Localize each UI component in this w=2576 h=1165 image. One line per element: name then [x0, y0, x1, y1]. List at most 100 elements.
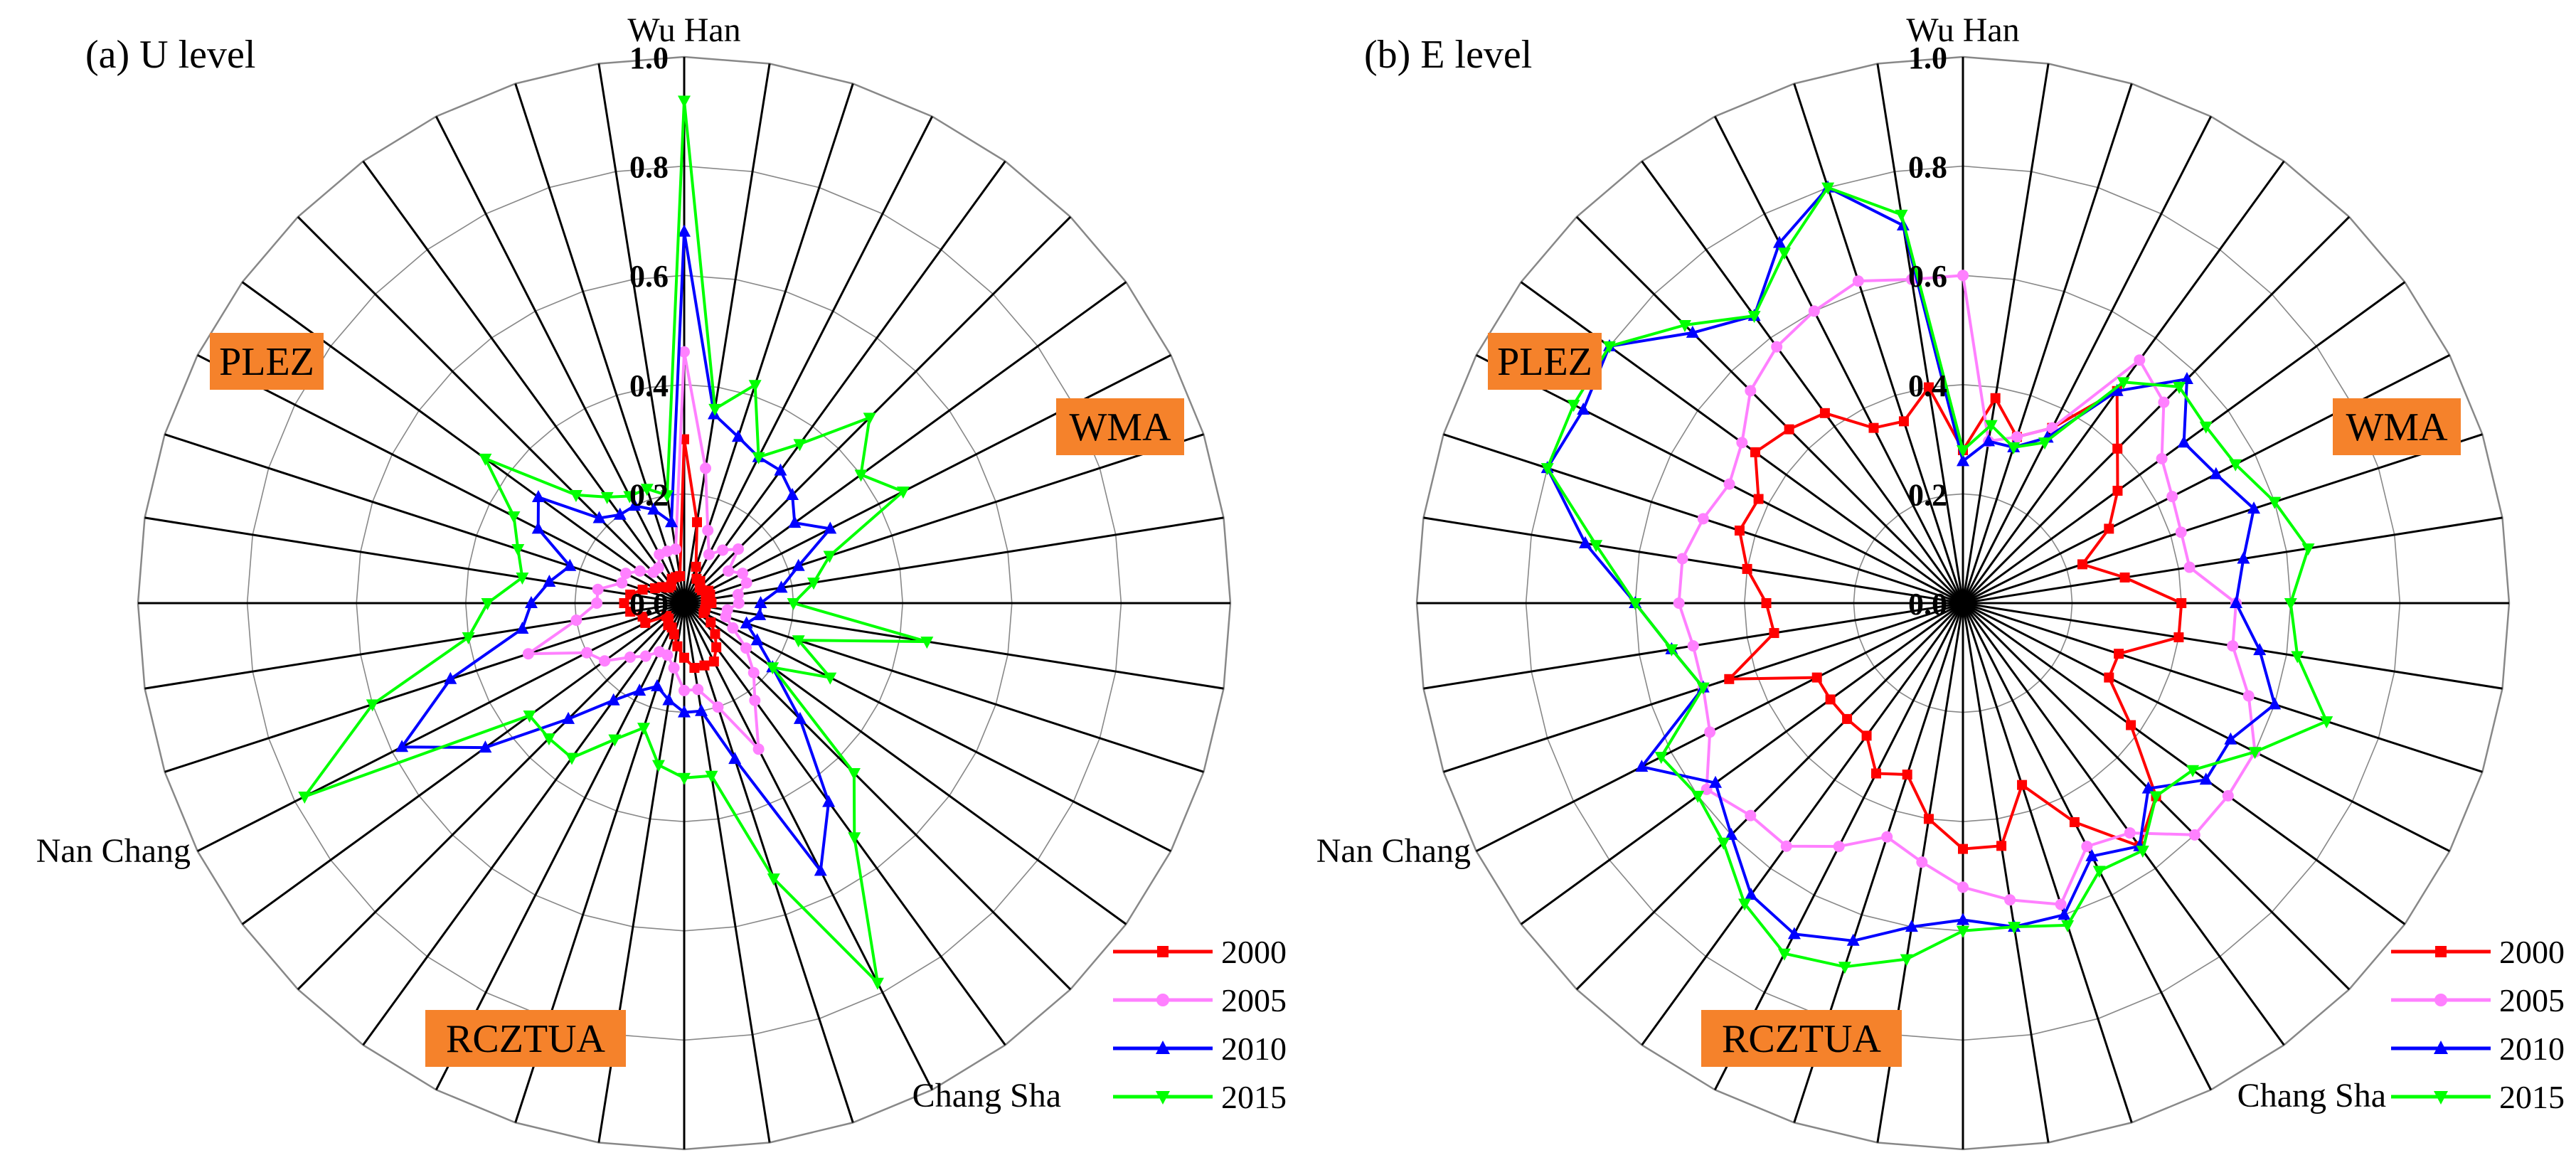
data-point-2005: [2242, 690, 2255, 702]
data-point-2000: [2104, 672, 2114, 683]
axis-spoke: [683, 602, 1204, 773]
axis-spoke: [1962, 602, 2050, 1143]
data-point-2015: [2229, 459, 2242, 472]
data-point-2010: [754, 596, 767, 608]
region-badge: PLEZ: [210, 333, 324, 390]
data-point-2015: [1678, 319, 1691, 332]
axis-spoke: [435, 602, 686, 1090]
data-point-2000: [2126, 720, 2136, 730]
data-point-2010: [479, 740, 492, 753]
data-point-2010: [2268, 697, 2282, 710]
data-point-2000: [2017, 780, 2028, 790]
data-point-2010: [2224, 732, 2237, 745]
data-point-2015: [1738, 898, 1752, 911]
data-point-2005: [591, 597, 603, 609]
data-point-2010: [531, 521, 545, 534]
data-point-2015: [2291, 651, 2304, 664]
data-point-2015: [608, 734, 622, 747]
legend-marker: [1156, 1091, 1170, 1105]
axis-spoke: [683, 433, 1204, 605]
data-point-2005: [733, 543, 745, 555]
data-point-2005: [752, 743, 765, 755]
data-point-2000: [2112, 486, 2123, 496]
data-point-2005: [2227, 640, 2239, 652]
data-point-2010: [1579, 536, 1592, 548]
axis-spoke: [1962, 116, 2213, 604]
data-point-2010: [563, 558, 577, 571]
tick-label: 0.4: [1908, 368, 1947, 403]
data-point-2005: [1745, 809, 1757, 821]
legend-label: 2005: [2499, 982, 2565, 1018]
data-point-2015: [523, 710, 536, 723]
legend-label: 2015: [2499, 1079, 2565, 1115]
data-point-2015: [1590, 540, 1603, 553]
region-badge: WMA: [2333, 398, 2461, 455]
axis-spoke: [1962, 602, 2406, 925]
data-point-2010: [531, 490, 545, 503]
axis-spoke: [683, 602, 1006, 1046]
data-point-2015: [2007, 442, 2021, 454]
data-point-2005: [700, 462, 712, 474]
legend-label: 2000: [2499, 934, 2565, 970]
axis-spoke: [297, 216, 686, 605]
axis-spoke: [1962, 353, 2450, 605]
data-point-2005: [669, 543, 681, 555]
data-point-2010: [2180, 372, 2193, 385]
data-point-2005: [634, 565, 646, 577]
data-point-2015: [569, 489, 582, 502]
region-badge-bg: [425, 1010, 626, 1067]
data-point-2010: [792, 558, 805, 571]
tick-label: 1.0: [629, 41, 669, 75]
data-point-2005: [639, 650, 651, 662]
data-point-2015: [2199, 421, 2213, 434]
data-point-2000: [1990, 393, 2001, 403]
data-point-2005: [2011, 431, 2023, 443]
data-point-2005: [1957, 270, 1969, 282]
region-label: WMA: [1069, 405, 1171, 449]
data-point-2015: [481, 598, 494, 610]
data-point-2015: [542, 733, 555, 746]
data-point-2015: [2149, 791, 2163, 804]
data-point-2005: [581, 647, 593, 659]
data-point-2015: [854, 469, 868, 482]
data-point-2010: [628, 499, 642, 511]
data-point-2010: [524, 596, 538, 608]
axis-spoke: [683, 602, 1127, 925]
data-point-2015: [511, 544, 525, 557]
axis-spoke: [435, 116, 686, 604]
data-point-2005: [712, 701, 724, 713]
axis-spoke: [362, 160, 686, 604]
data-point-2010: [1635, 760, 1649, 772]
data-point-2005: [2175, 526, 2187, 538]
city-label: Chang Sha: [2237, 1077, 2386, 1115]
data-point-2005: [1916, 856, 1928, 868]
data-point-2015: [1747, 311, 1761, 324]
axis-spoke: [1423, 516, 1964, 605]
data-point-2000: [1750, 447, 1760, 457]
data-point-2015: [1540, 463, 1554, 476]
data-point-2005: [1852, 275, 1864, 287]
data-point-2010: [753, 607, 767, 620]
data-point-2015: [1821, 182, 1835, 195]
data-point-2015: [807, 578, 821, 590]
data-point-2015: [1895, 209, 1908, 222]
axis-spoke: [241, 602, 685, 925]
data-point-2015: [2173, 381, 2186, 394]
data-point-2005: [592, 583, 604, 595]
data-point-2015: [848, 832, 861, 845]
series-group: [298, 95, 934, 990]
data-point-2010: [516, 622, 529, 634]
data-point-2005: [2188, 829, 2200, 841]
axis-spoke: [1962, 433, 2483, 605]
data-point-2000: [661, 611, 672, 622]
data-point-2015: [660, 490, 674, 503]
city-label: Nan Chang: [1316, 832, 1471, 870]
axis-spoke: [1476, 353, 1964, 605]
data-point-2005: [1881, 831, 1893, 843]
data-point-2010: [788, 516, 802, 528]
data-point-2015: [1777, 948, 1791, 961]
tick-label: 0.6: [629, 259, 669, 294]
data-point-2005: [1701, 783, 1713, 795]
data-point-2010: [2253, 643, 2267, 656]
